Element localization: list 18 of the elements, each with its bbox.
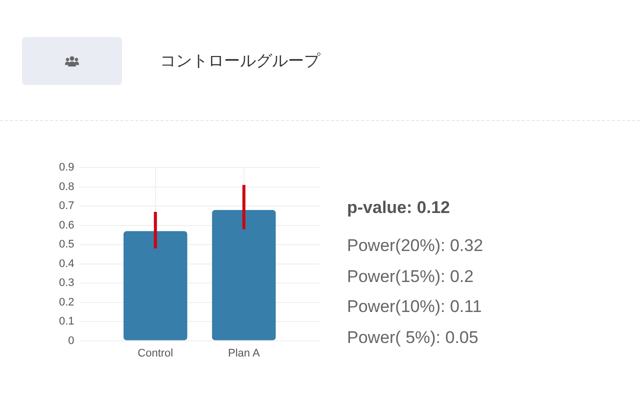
y-tick-label: 0.1 <box>58 316 74 328</box>
y-tick-label: 0.2 <box>58 296 74 308</box>
text: Power(15%): 0.2 <box>347 266 475 288</box>
x-tick-label: Plan A <box>228 347 260 360</box>
y-tick-label: 0.7 <box>58 200 74 212</box>
y-tick-label: 0.9 <box>58 162 74 174</box>
y-tick-label: 0.6 <box>58 219 74 232</box>
text: p-value: 0.12 <box>347 198 451 219</box>
y-tick-label: 0.4 <box>58 258 74 270</box>
chart-title: コントロールグループ <box>160 51 320 71</box>
y-tick-label: 0.8 <box>58 180 74 193</box>
y-tick-label: 0.3 <box>58 277 74 290</box>
x-tick-label: Control <box>138 347 174 360</box>
text: Power( 5%): 0.05 <box>347 328 480 348</box>
y-tick-label: 0.5 <box>58 238 74 251</box>
text: Power(20%): 0.32 <box>347 236 484 257</box>
y-tick-label: 0 <box>68 334 74 347</box>
text: Power(10%): 0.11 <box>347 297 483 318</box>
